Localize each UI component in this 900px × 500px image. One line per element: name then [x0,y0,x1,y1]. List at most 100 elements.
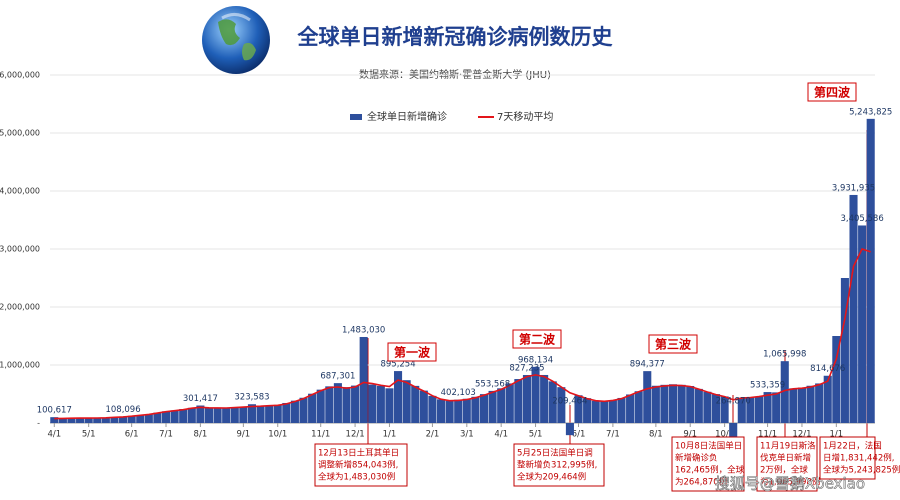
bar [187,407,196,423]
wave-label: 第一波 [394,345,431,360]
plot-area: - 1,000,000 2,000,000 3,000,000 4,000,000 5,0… [0,71,892,440]
x-tick-label: 10/1 [268,430,287,440]
bar [454,399,463,423]
bar [677,384,686,423]
bar [780,361,789,423]
moving-average-line [54,248,871,420]
bar [660,384,669,423]
bar [230,407,239,423]
x-tick-label: 2/1 [426,430,440,440]
bar [265,405,274,423]
wave-label: 第四波 [814,85,851,100]
data-label: 108,096 [105,405,140,415]
bar [626,394,635,423]
bar [290,400,299,423]
y-tick-label: 5,000,000 [0,129,40,138]
bar [832,336,841,423]
data-label: 301,417 [183,394,218,404]
bar [686,385,695,423]
y-tick-label: 6,000,000 [0,71,40,80]
bar [58,418,67,423]
data-label: 894,377 [630,360,665,370]
x-tick-label: 11/1 [758,430,777,440]
y-tick-label: 3,000,000 [0,245,40,254]
bar [651,385,660,423]
bar [514,379,523,423]
bar [849,194,858,423]
annotation-text: 为1,065,998例 [760,477,820,488]
bar [522,375,531,423]
data-label: 553,568 [475,379,510,389]
x-tick-label: 4/1 [494,430,508,440]
bar [866,118,875,423]
x-tick-label: 3/1 [460,430,474,440]
bar [797,387,806,423]
annotation-text: 调整新增854,043例, [318,460,398,471]
bar [385,388,394,423]
bar [222,408,231,423]
x-tick-label: 12/1 [346,430,365,440]
annotation-box [671,436,745,492]
annotation-text: 全球为209,464例 [517,472,586,483]
bar [419,390,428,423]
bar [110,417,119,423]
bar [316,389,325,423]
annotation-text: 为264,870例 [675,477,727,488]
data-label: 1,065,998 [763,350,806,360]
bar [557,387,566,423]
bar [617,397,626,423]
bar [376,385,385,423]
data-label: 827,235 [509,364,544,374]
bar [299,397,308,423]
bar [256,405,265,423]
y-tick-label: 1,000,000 [0,361,40,370]
bar [746,397,755,423]
bar [153,412,162,423]
annotation-text: 2万例，全球 [760,465,808,476]
bar [179,409,188,423]
annotation-box [513,443,605,487]
bar [737,397,746,423]
legend-label: 7天移动平均 [497,110,553,123]
chart-title: 全球单日新增新冠确诊病例数历史 [297,25,614,49]
bar [729,423,738,439]
x-tick-label: 8/1 [649,430,663,440]
data-label: 814,676 [810,364,845,374]
annotation-text: 整新增负312,995例, [517,460,597,471]
annotation-text: 10月8日法国单日 [675,441,742,452]
wave-box [807,82,857,102]
wave-box [387,342,437,362]
bar [565,423,574,436]
bar [368,384,377,423]
bar [488,390,497,423]
y-tick-label: 4,000,000 [0,187,40,196]
annotation-box [756,436,818,492]
wave-label: 第二波 [519,332,556,347]
data-label: 687,301 [320,372,355,382]
bar [411,385,420,423]
bar [84,418,93,423]
bar [772,392,781,423]
y-tick-label: 2,000,000 [0,303,40,312]
bar [505,383,514,423]
bar [161,411,171,423]
x-tick-label: 9/1 [237,430,251,440]
bar [815,383,824,423]
bar [50,417,59,423]
x-tick-label: 11/1 [311,430,330,440]
bar [136,415,145,423]
data-label: 264,870 [716,397,751,407]
bar [858,225,867,423]
x-tick-label: 5/1 [529,430,543,440]
bar [754,396,764,423]
bar [497,388,506,423]
bar [213,407,222,423]
data-label: 895,254 [380,360,415,370]
bar [445,400,454,423]
annotation-text: 日增1,831,442例, [823,453,894,464]
bar [462,398,471,423]
